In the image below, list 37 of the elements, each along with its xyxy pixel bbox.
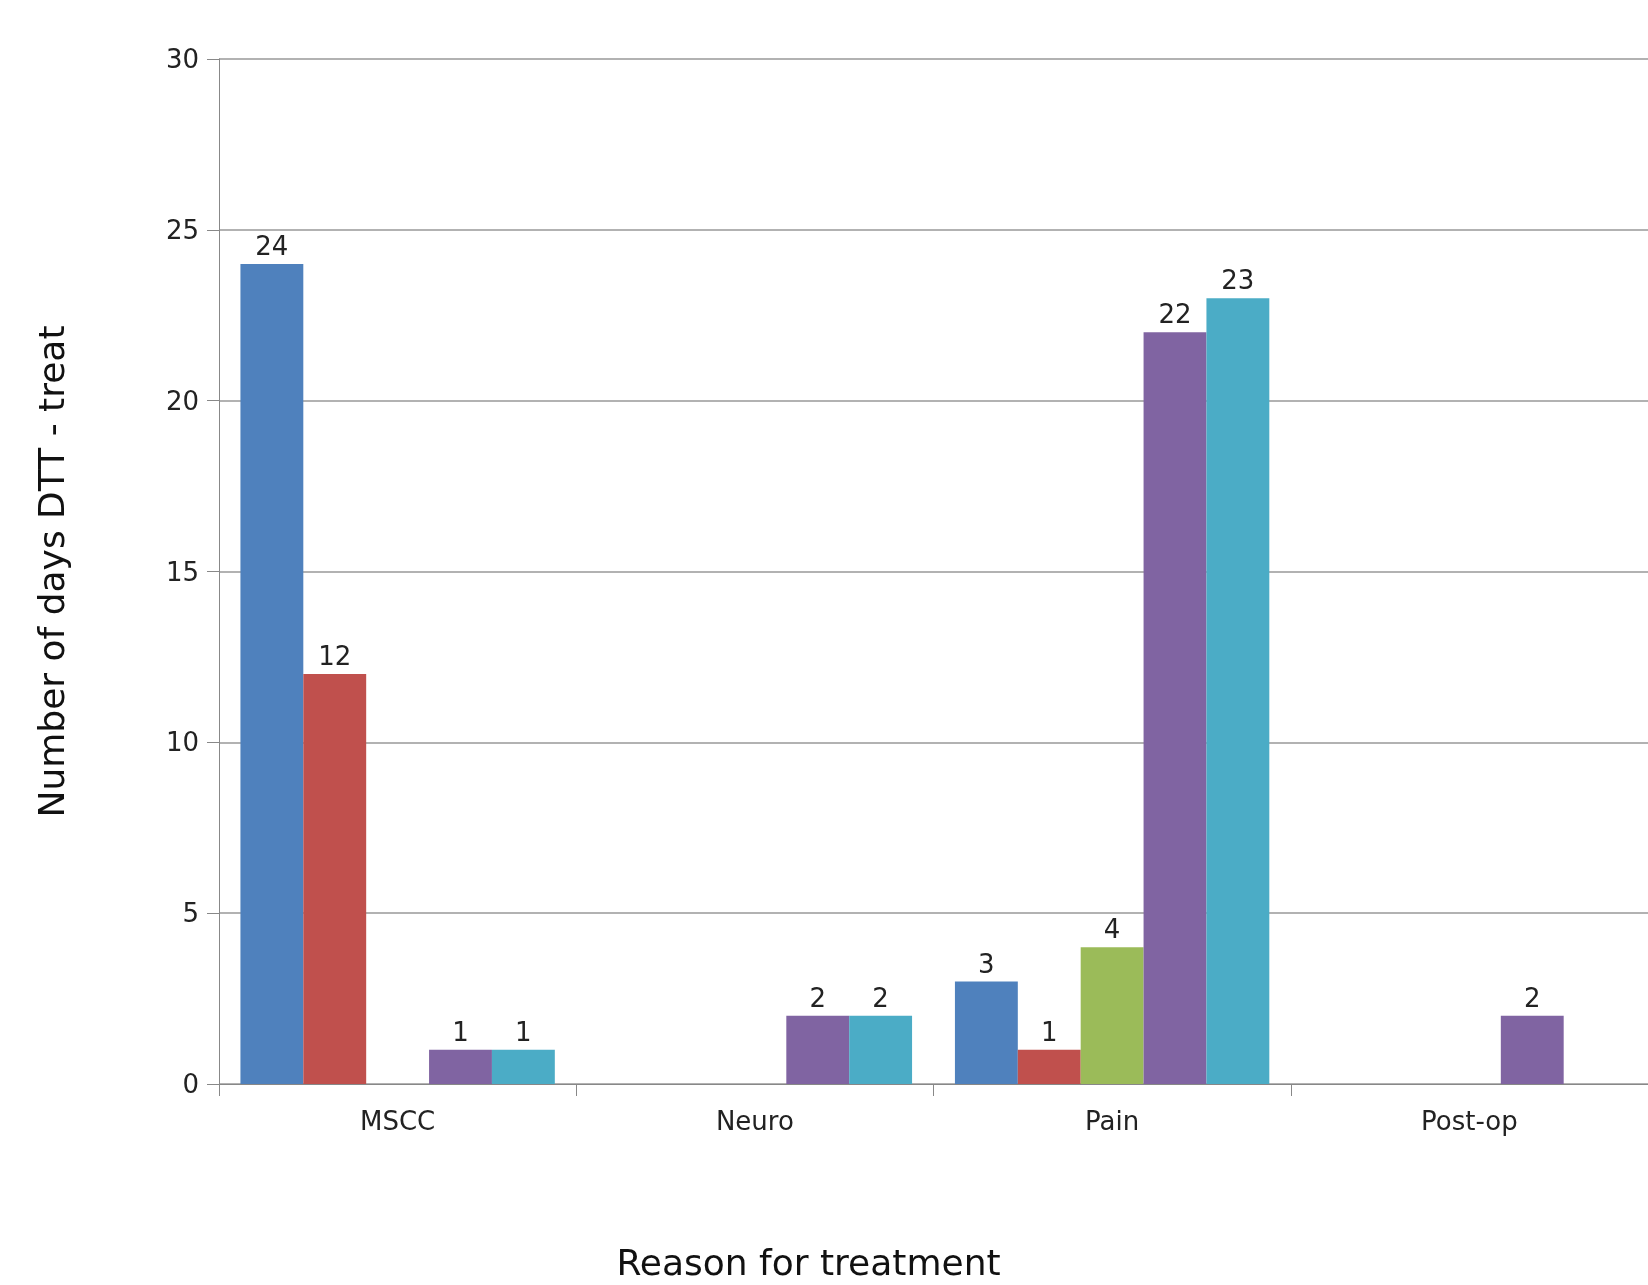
data-label: 23 xyxy=(1221,265,1255,296)
y-tick-label: 0 xyxy=(182,1069,199,1099)
x-tick-label: MSCC xyxy=(360,1106,436,1136)
bar xyxy=(1080,947,1144,1084)
bar xyxy=(849,1015,913,1084)
y-tick-label: 15 xyxy=(165,556,199,587)
bar xyxy=(240,264,304,1084)
bar xyxy=(1017,1049,1081,1084)
data-label: 2 xyxy=(809,982,827,1013)
data-label: 1 xyxy=(1040,1016,1058,1047)
y-tick-label: 10 xyxy=(165,727,199,758)
data-label: 2 xyxy=(1523,982,1541,1013)
data-label: 4 xyxy=(1103,914,1121,945)
x-axis-title: Reason for treatment xyxy=(616,1241,1001,1283)
data-label: 3 xyxy=(978,948,995,979)
data-label: 22 xyxy=(1158,299,1192,330)
x-tick-label: Pain xyxy=(1085,1106,1140,1136)
x-tick-label: Post-op xyxy=(1421,1106,1518,1136)
data-label: 12 xyxy=(318,641,352,671)
y-tick-label: 20 xyxy=(165,385,199,416)
bar xyxy=(303,674,367,1084)
bar xyxy=(491,1049,555,1084)
bar xyxy=(1143,332,1207,1084)
y-tick-label: 30 xyxy=(165,44,199,74)
x-tick-label: Neuro xyxy=(715,1106,794,1136)
data-label: 24 xyxy=(255,231,289,261)
bar xyxy=(1206,298,1270,1084)
bar xyxy=(786,1015,850,1084)
bar xyxy=(429,1049,492,1084)
bar xyxy=(1500,1015,1564,1084)
bar xyxy=(954,981,1018,1084)
y-tick-label: 25 xyxy=(165,214,199,245)
y-axis-title: Number of days DTT - treat xyxy=(30,325,72,818)
data-label: 1 xyxy=(515,1016,532,1047)
data-label: 1 xyxy=(452,1016,469,1047)
data-label: 2 xyxy=(872,982,889,1013)
y-tick-label: 5 xyxy=(182,898,199,929)
